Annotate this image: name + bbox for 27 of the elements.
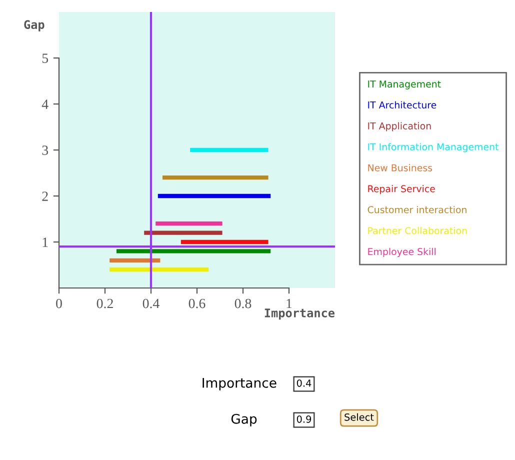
text: 0.4 bbox=[296, 379, 312, 387]
text: Customer interaction bbox=[368, 206, 466, 214]
text: Employee Skill bbox=[368, 248, 436, 257]
x-tick-label: 0.6 bbox=[188, 298, 206, 308]
y-axis-title: Gap bbox=[24, 20, 44, 32]
x-tick-label: 0.2 bbox=[96, 298, 113, 308]
text: New Business bbox=[368, 164, 432, 172]
text: Select bbox=[344, 413, 374, 421]
x-tick-label: 0 bbox=[56, 298, 62, 308]
x-tick-label: 0.8 bbox=[234, 298, 252, 308]
text: 0.9 bbox=[296, 415, 312, 423]
y-tick-label: 4 bbox=[42, 100, 48, 109]
y-tick-label: 3 bbox=[42, 146, 48, 155]
x-tick-label: 0.4 bbox=[142, 298, 160, 308]
text: Repair Service bbox=[368, 185, 435, 194]
x-tick-label: 1 bbox=[286, 298, 292, 308]
y-tick-label: 1 bbox=[42, 238, 48, 247]
y-tick-label: 2 bbox=[42, 192, 48, 201]
text: IT Management bbox=[368, 80, 441, 90]
text: Partner Collaboration bbox=[368, 226, 467, 234]
text: IT Application bbox=[368, 122, 431, 132]
text: Gap bbox=[231, 414, 257, 426]
text: IT Information Management bbox=[368, 143, 498, 152]
text: Importance bbox=[202, 378, 276, 390]
text: IT Architecture bbox=[368, 101, 436, 109]
x-axis-title: Importance bbox=[264, 308, 335, 320]
y-tick-label: 5 bbox=[42, 54, 48, 63]
